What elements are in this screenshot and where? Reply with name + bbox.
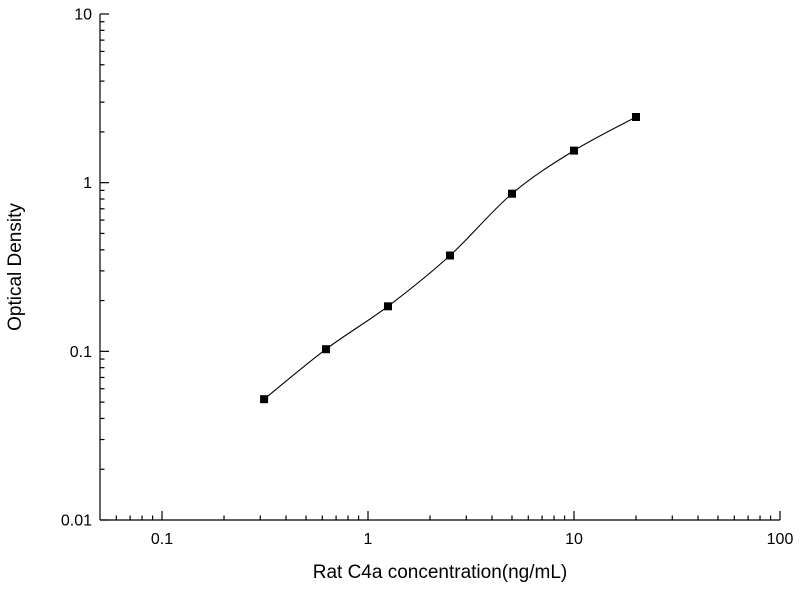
y-tick-label: 10 (74, 7, 92, 24)
y-axis-label: Optical Density (5, 203, 26, 331)
data-point-marker (322, 345, 330, 354)
x-tick-label: 0.1 (151, 531, 173, 548)
data-point-marker (570, 146, 578, 155)
y-tick-label: 1 (83, 175, 92, 192)
data-point-marker (384, 302, 392, 311)
data-point-marker (632, 113, 640, 121)
plot-area: 0.1 1 10 100 0.01 0.1 1 10 (61, 7, 794, 549)
x-tick-label: 100 (767, 531, 794, 548)
y-tick-label: 0.01 (61, 513, 92, 530)
x-axis-label: Rat C4a concentration(ng/mL) (313, 562, 568, 583)
data-point-marker (260, 395, 269, 404)
x-tick-label: 1 (364, 531, 373, 548)
data-point-marker (446, 251, 454, 260)
x-tick-label: 10 (565, 531, 583, 548)
y-tick-label: 0.1 (70, 344, 92, 361)
data-point-marker (508, 189, 516, 198)
